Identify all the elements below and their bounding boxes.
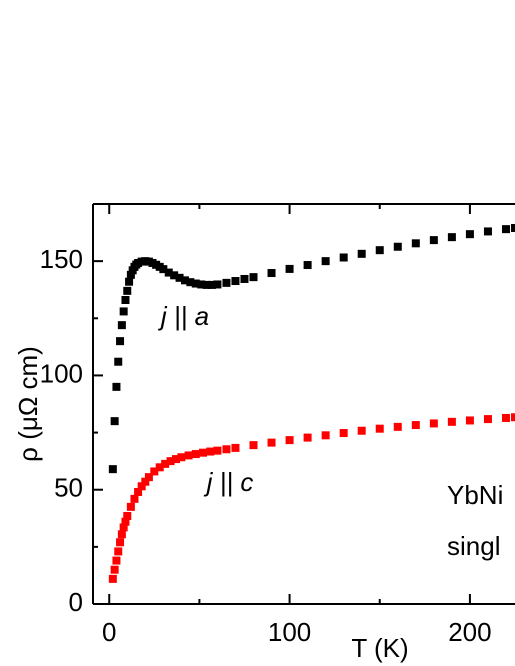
data-point <box>501 413 510 422</box>
x-tick-label: 100 <box>268 617 311 647</box>
data-point <box>429 236 438 245</box>
x-axis-label: T (K) <box>351 633 408 663</box>
data-point <box>511 224 515 232</box>
data-point <box>171 455 180 464</box>
data-point <box>121 517 130 526</box>
data-point <box>191 279 200 288</box>
data-point <box>393 422 402 431</box>
data-point <box>321 431 330 440</box>
data-point <box>112 382 121 391</box>
data-point <box>197 280 206 289</box>
data-point <box>465 416 474 425</box>
data-point <box>285 264 294 273</box>
data-point <box>166 457 175 466</box>
data-point <box>114 547 123 556</box>
data-point <box>411 421 420 430</box>
data-point <box>483 227 492 236</box>
data-point <box>108 465 117 474</box>
data-point <box>126 270 135 279</box>
data-point <box>159 265 168 274</box>
data-point <box>175 273 184 282</box>
data-point <box>130 494 139 503</box>
data-point <box>375 424 384 433</box>
data-point <box>213 280 222 289</box>
data-point <box>339 253 348 262</box>
annotation: YbNi <box>447 480 503 510</box>
data-point <box>393 242 402 251</box>
data-point <box>240 274 249 283</box>
data-point <box>222 278 231 287</box>
data-point <box>161 459 170 468</box>
data-point <box>303 261 312 270</box>
data-point <box>267 269 276 278</box>
data-point <box>357 426 366 435</box>
data-point <box>202 280 211 289</box>
data-point <box>119 523 128 532</box>
data-point <box>110 565 119 574</box>
data-point <box>231 443 240 452</box>
data-point <box>321 257 330 266</box>
y-tick-label: 100 <box>40 358 83 388</box>
data-point <box>213 446 222 455</box>
data-point <box>170 271 179 280</box>
data-point <box>117 321 126 330</box>
data-point <box>134 488 143 496</box>
y-tick-label: 0 <box>69 587 83 617</box>
data-point <box>186 278 195 287</box>
series-label: j || a <box>158 301 209 331</box>
data-point <box>155 463 164 472</box>
x-tick-label: 0 <box>102 617 116 647</box>
data-point <box>144 473 153 482</box>
data-point <box>483 415 492 424</box>
y-tick-label: 150 <box>40 244 83 274</box>
data-point <box>303 433 312 442</box>
data-point <box>501 225 510 234</box>
data-point <box>231 277 240 286</box>
data-point <box>116 538 125 547</box>
data-point <box>117 530 126 539</box>
data-point <box>357 249 366 258</box>
data-point <box>429 419 438 428</box>
data-point <box>267 438 276 447</box>
data-point <box>447 233 456 242</box>
data-point <box>112 556 121 565</box>
data-point <box>177 453 186 462</box>
y-axis-label: ρ (μΩ cm) <box>13 346 43 462</box>
data-point <box>125 277 134 286</box>
data-point <box>184 451 193 460</box>
data-point <box>114 357 123 366</box>
data-point <box>411 239 420 248</box>
data-point <box>191 450 200 459</box>
data-point <box>137 482 146 491</box>
data-point <box>123 512 132 520</box>
data-point <box>119 307 128 316</box>
y-tick-label: 50 <box>54 473 83 503</box>
annotation: singl <box>447 531 500 561</box>
data-point <box>208 280 217 289</box>
data-point <box>511 413 515 422</box>
data-point <box>108 574 117 583</box>
data-point <box>465 230 474 239</box>
data-point <box>206 447 215 456</box>
data-point <box>447 417 456 426</box>
data-point <box>222 445 231 454</box>
data-point <box>180 276 189 285</box>
data-point <box>123 286 132 295</box>
data-point <box>199 448 208 457</box>
data-point <box>126 502 135 511</box>
x-tick-label: 200 <box>448 617 491 647</box>
data-point <box>249 273 258 282</box>
data-point <box>110 417 119 426</box>
series-label: j || c <box>204 467 254 497</box>
data-point <box>141 477 150 486</box>
data-point <box>339 429 348 438</box>
data-point <box>375 246 384 255</box>
data-point <box>285 436 294 445</box>
data-point <box>121 296 130 304</box>
data-point <box>249 441 258 450</box>
data-point <box>164 268 173 277</box>
data-point <box>116 337 125 346</box>
data-point <box>150 467 159 476</box>
